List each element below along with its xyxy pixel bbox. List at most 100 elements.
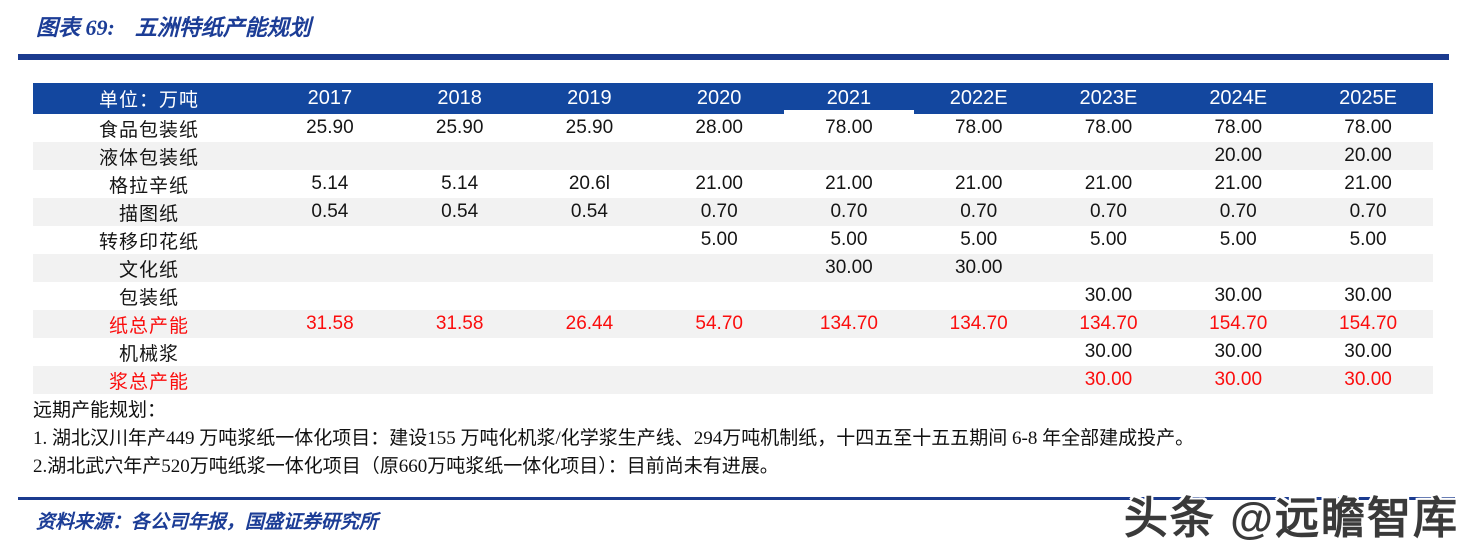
table-cell: 0.70	[830, 201, 868, 222]
table-cell: 30.00	[825, 257, 873, 278]
table-cell: 0.70	[1089, 201, 1127, 222]
capacity-table-header: 单位：万吨 2017 2018 2019 2020 2021 2022E 2023E 2024E…	[33, 83, 1433, 114]
table-cell: 30.00	[1344, 369, 1392, 390]
table-cell: 20.00	[1344, 145, 1392, 166]
table-row: 描图纸 0.54 0.54 0.54 0.70 0.70 0.70 0.70 0.70 0.70	[33, 198, 1433, 226]
table-cell	[525, 282, 655, 310]
table-cell: 0.70	[960, 201, 998, 222]
header-row: 单位：万吨 2017 2018 2019 2020 2021 2022E 2023E 2024E…	[33, 83, 1433, 114]
watermark-toutiao: 头条 @远瞻智库	[1123, 494, 1459, 543]
table-cell	[265, 254, 395, 282]
table-cell	[654, 282, 784, 310]
table-cell	[914, 338, 1044, 366]
table-cell: 31.58	[435, 313, 484, 334]
table-cell	[395, 366, 525, 394]
column-header-2025e: 2025E	[1303, 83, 1433, 114]
unit-header: 单位：万吨	[33, 83, 265, 114]
column-header-2022e: 2022E	[913, 83, 1044, 114]
data-source-text: 各公司年报，国盛证券研究所	[131, 512, 379, 533]
table-cell: 5.00	[700, 229, 738, 250]
table-cell: 30.00	[954, 257, 1003, 278]
table-cell: 30.00	[1214, 285, 1263, 306]
long-term-plan-notes: 远期产能规划： 1. 湖北汉川年产449 万吨浆纸一体化项目：建设155 万吨化…	[33, 397, 1433, 481]
table-cell: 30.00	[1344, 341, 1392, 362]
row-label: 描图纸	[118, 203, 179, 225]
table-cell: 0.70	[700, 201, 738, 222]
table-cell: 154.70	[1339, 313, 1398, 334]
table-cell: 30.00	[1084, 369, 1133, 390]
table-cell: 26.44	[565, 313, 614, 334]
table-cell: 78.00	[825, 117, 873, 138]
table-cell: 21.00	[1214, 173, 1263, 194]
table-cell	[1303, 254, 1433, 282]
table-cell	[525, 142, 655, 170]
table-row: 包装纸 30.00 30.00 30.00	[33, 282, 1433, 310]
table-cell	[654, 366, 784, 394]
table-cell: 134.70	[949, 313, 1008, 334]
column-header-2019: 2019	[524, 83, 655, 114]
table-cell	[265, 282, 395, 310]
note-item-2: 2.湖北武穴年产520万吨纸浆一体化项目（原660万吨浆纸一体化项目）：目前尚未…	[33, 456, 779, 477]
table-cell: 28.00	[695, 117, 743, 138]
table-cell: 30.00	[1084, 341, 1133, 362]
table-cell: 134.70	[1079, 313, 1138, 334]
table-cell	[265, 226, 395, 254]
table-cell: 78.00	[1084, 117, 1133, 138]
table-cell: 25.90	[435, 117, 484, 138]
table-cell: 5.14	[311, 173, 349, 194]
notes-heading: 远期产能规划：	[33, 400, 167, 421]
table-row: 液体包装纸 20.00 20.00	[33, 142, 1433, 170]
source-divider	[18, 497, 1455, 500]
column-header-2024e: 2024E	[1173, 83, 1304, 114]
table-cell: 78.00	[1214, 117, 1263, 138]
table-cell	[395, 142, 525, 170]
table-cell: 0.70	[1219, 201, 1257, 222]
table-cell: 21.00	[825, 173, 873, 194]
table-cell: 5.00	[1219, 229, 1257, 250]
row-label: 转移印花纸	[98, 231, 199, 253]
table-cell: 78.00	[1344, 117, 1392, 138]
table-row: 食品包装纸 25.90 25.90 25.90 28.00 78.00 78.00 78.00…	[33, 114, 1433, 142]
row-label: 格拉辛纸	[108, 175, 189, 197]
table-cell	[395, 226, 525, 254]
table-cell: 21.00	[1084, 173, 1133, 194]
table-cell: 30.00	[1214, 369, 1263, 390]
table-cell	[784, 142, 914, 170]
table-cell	[654, 254, 784, 282]
table-cell	[525, 338, 655, 366]
table-cell	[784, 282, 914, 310]
column-header-2018: 2018	[394, 83, 525, 114]
table-row: 浆总产能 30.00 30.00 30.00	[33, 366, 1433, 394]
table-cell: 30.00	[1084, 285, 1133, 306]
table-cell: 154.70	[1209, 313, 1268, 334]
data-source: 资料来源：各公司年报，国盛证券研究所	[36, 507, 378, 534]
table-cell: 0.54	[311, 201, 349, 222]
table-cell	[654, 142, 784, 170]
row-label: 纸总产能	[108, 315, 189, 337]
capacity-table: 单位：万吨 2017 2018 2019 2020 2021 2022E 2023E 2024E…	[33, 83, 1433, 394]
table-cell	[525, 226, 655, 254]
table-cell: 31.58	[306, 313, 354, 334]
table-cell: 5.14	[441, 173, 479, 194]
table-cell: 134.70	[819, 313, 878, 334]
table-cell: 0.70	[1349, 201, 1387, 222]
table-cell: 25.90	[306, 117, 354, 138]
data-source-label: 资料来源：	[36, 512, 132, 533]
capacity-table-body: 食品包装纸 25.90 25.90 25.90 28.00 78.00 78.00 78.00…	[33, 114, 1433, 394]
table-cell	[1173, 254, 1303, 282]
column-header-2017: 2017	[265, 83, 395, 114]
table-row: 机械浆 30.00 30.00 30.00	[33, 338, 1433, 366]
table-cell: 54.70	[695, 313, 743, 334]
column-header-2021: 2021	[784, 83, 914, 114]
row-label: 文化纸	[118, 259, 179, 281]
figure-title-text: 五洲特纸产能规划	[134, 15, 311, 40]
table-cell	[265, 142, 395, 170]
note-item-1: 1. 湖北汉川年产449 万吨浆纸一体化项目：建设155 万吨化机浆/化学浆生产…	[33, 428, 1195, 449]
table-row: 转移印花纸 5.00 5.00 5.00 5.00 5.00 5.00	[33, 226, 1433, 254]
table-cell	[914, 142, 1044, 170]
table-cell	[784, 366, 914, 394]
table-cell	[265, 338, 395, 366]
row-label: 食品包装纸	[98, 119, 199, 141]
column-header-2023e: 2023E	[1043, 83, 1174, 114]
